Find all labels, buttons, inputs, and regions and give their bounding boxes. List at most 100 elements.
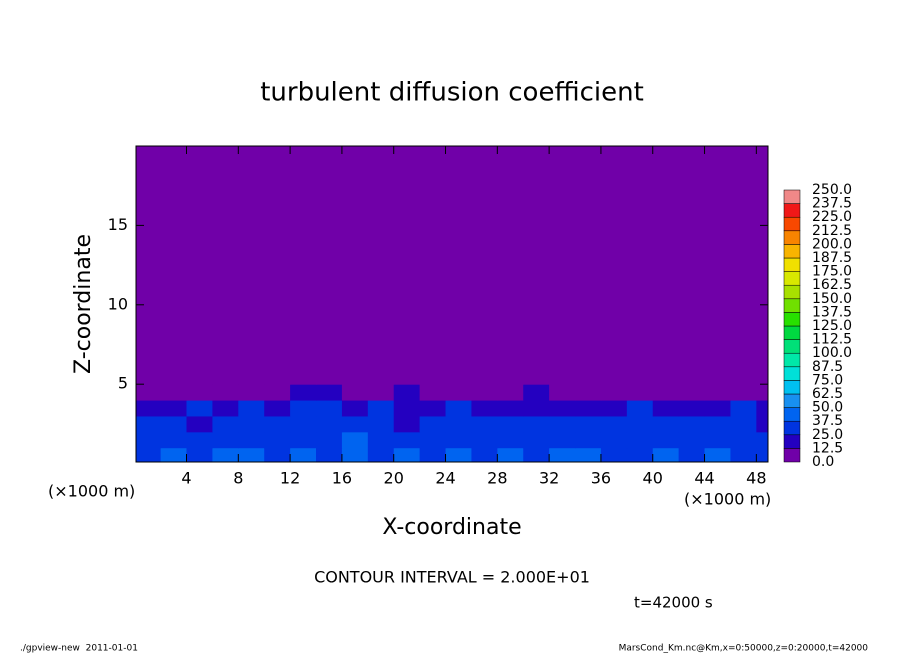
field-cell (136, 415, 162, 433)
field-cell (445, 384, 472, 401)
colorbar-label: 200.0 (812, 236, 852, 252)
colorbar-band (783, 366, 801, 381)
colorbar-label: 62.5 (812, 386, 843, 402)
field-cell (419, 146, 447, 385)
field-cell (704, 447, 731, 462)
field-cell (341, 146, 369, 385)
field-cell (756, 146, 768, 385)
field-cell (367, 431, 395, 449)
field (136, 146, 768, 462)
field-cell (160, 384, 188, 401)
field-cell (523, 400, 550, 417)
field-cell (136, 384, 162, 401)
field-cell (704, 400, 731, 417)
colorbar-label: 150.0 (812, 291, 852, 307)
field-cell (523, 146, 550, 385)
colorbar-label: 75.0 (812, 372, 843, 388)
field-cell (367, 415, 395, 433)
field-cell (652, 415, 680, 433)
field-cell (290, 431, 317, 449)
colorbar-label: 125.0 (812, 318, 852, 334)
colorbar-label: 37.5 (812, 413, 843, 429)
field-cell (264, 146, 291, 385)
field-cell (730, 431, 757, 449)
field-cell (704, 384, 731, 401)
field-cell (445, 400, 472, 417)
field-cell (575, 431, 602, 449)
field-cell (136, 431, 162, 449)
field-cell (678, 431, 706, 449)
colorbar-band (783, 325, 801, 340)
field-cell (626, 384, 654, 401)
field-cell (367, 384, 395, 401)
field-cell (212, 146, 239, 385)
colorbar-label: 12.5 (812, 440, 843, 456)
field-cell (212, 447, 239, 462)
x-tick-label: 24 (435, 469, 455, 488)
colorbar-band (783, 284, 801, 300)
field-cell (212, 431, 239, 449)
field-cell (549, 431, 576, 449)
x-tick-label: 16 (332, 469, 352, 488)
field-cell (497, 146, 524, 385)
x-axis-label: X-coordinate (382, 515, 521, 540)
field-cell (704, 415, 731, 433)
colorbar-label: 162.5 (812, 277, 852, 293)
y-unit-label: (×1000 m) (48, 482, 135, 501)
field-cell (652, 384, 680, 401)
contour-interval: CONTOUR INTERVAL = 2.000E+01 (314, 568, 590, 587)
field-cell (419, 415, 447, 433)
field-cell (290, 400, 317, 417)
field-cell (523, 384, 550, 401)
chart-title: turbulent diffusion coefficient (260, 78, 644, 108)
field-cell (316, 146, 343, 385)
field-cell (136, 400, 162, 417)
field-cell (316, 431, 343, 449)
field-cell (497, 431, 524, 449)
field-cell (678, 146, 706, 385)
x-tick-label: 44 (694, 469, 714, 488)
field-cell (704, 431, 731, 449)
y-tick-label: 15 (108, 215, 128, 234)
field-cell (264, 415, 291, 433)
field-cell (756, 447, 768, 462)
colorbar-label: 250.0 (812, 182, 852, 198)
field-cell (678, 415, 706, 433)
field-cell (575, 146, 602, 385)
field-cell (626, 400, 654, 417)
field-cell (238, 400, 265, 417)
x-tick-label: 48 (746, 469, 766, 488)
field-cell (445, 431, 472, 449)
field-cell (341, 431, 369, 449)
field-cell (316, 447, 343, 462)
colorbar-label: 25.0 (812, 427, 843, 443)
field-cell (471, 146, 498, 385)
field-cell (316, 384, 343, 401)
field-cell (264, 400, 291, 417)
field-cell (652, 431, 680, 449)
field-cell (523, 431, 550, 449)
field-cell (367, 400, 395, 417)
colorbar-band (783, 407, 801, 422)
field-cell (497, 400, 524, 417)
field-cell (341, 400, 369, 417)
field-cell (264, 447, 291, 462)
colorbar-label: 212.5 (812, 223, 852, 239)
field-cell (497, 447, 524, 462)
field-cell (264, 431, 291, 449)
colorbar-band (783, 216, 801, 232)
field-cell (419, 447, 447, 462)
field-cell (136, 146, 162, 385)
field-cell (652, 146, 680, 385)
colorbar-label: 112.5 (812, 332, 852, 348)
field-cell (419, 431, 447, 449)
field-cell (238, 431, 265, 449)
field-cell (212, 415, 239, 433)
x-tick-label: 4 (181, 469, 191, 488)
field-cell (600, 146, 628, 385)
y-axis-label: Z-coordinate (71, 234, 96, 374)
x-tick-label: 20 (384, 469, 404, 488)
colorbar-band (783, 189, 801, 204)
field-cell (186, 400, 213, 417)
